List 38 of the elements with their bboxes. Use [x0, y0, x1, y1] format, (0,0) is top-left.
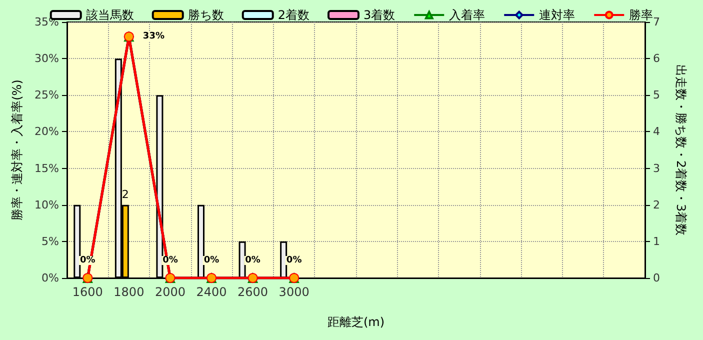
data-label: 0% — [204, 256, 220, 266]
y-tick-label: 5% — [42, 234, 59, 248]
data-label: 0% — [286, 256, 302, 266]
y2-tick-label: 5 — [653, 88, 660, 102]
data-label: 0% — [80, 256, 96, 266]
y2-tick-label: 7 — [653, 16, 660, 28]
y2-tick-label: 0 — [653, 272, 660, 284]
y-tick-label: 0% — [42, 272, 59, 284]
legend-label: 勝率 — [629, 8, 654, 22]
y2-axis-title: 出走数・勝ち数・2着数・3着数 — [674, 64, 688, 236]
x-axis-title: 距離芝(m) — [327, 315, 385, 329]
data-label: 0% — [162, 256, 178, 266]
legend-label: 該当馬数 — [86, 8, 134, 22]
x-tick-label: 2400 — [196, 285, 227, 299]
y2-tick-label: 2 — [653, 198, 660, 212]
y-tick-label: 30% — [34, 52, 59, 66]
x-tick-label: 2000 — [154, 285, 186, 299]
y-tick-label: 25% — [34, 88, 59, 102]
legend-label: 勝ち数 — [188, 8, 224, 22]
y2-tick-label: 3 — [653, 162, 660, 175]
y2-tick-label: 1 — [653, 234, 660, 248]
legend-label: 入着率 — [449, 8, 486, 22]
legend-label: 連対率 — [539, 8, 576, 22]
x-tick-label: 2600 — [238, 285, 268, 299]
y2-tick-label: 6 — [653, 52, 660, 66]
y-axis-title: 勝率・連対率・入着率(%) — [10, 80, 24, 220]
y-tick-label: 10% — [34, 198, 59, 212]
y-tick-label: 15% — [34, 162, 59, 175]
legend-label: 2着数 — [278, 8, 310, 22]
x-tick-label: 3000 — [278, 285, 310, 299]
x-tick-label: 1600 — [72, 285, 103, 299]
legend-label: 3着数 — [364, 8, 396, 22]
y-tick-label: 20% — [34, 125, 59, 138]
data-label: 0% — [245, 256, 260, 266]
data-label: 33% — [142, 32, 164, 42]
x-tick-label: 1800 — [114, 285, 144, 299]
y2-tick-label: 4 — [653, 125, 660, 138]
data-label: 2 — [122, 188, 129, 201]
